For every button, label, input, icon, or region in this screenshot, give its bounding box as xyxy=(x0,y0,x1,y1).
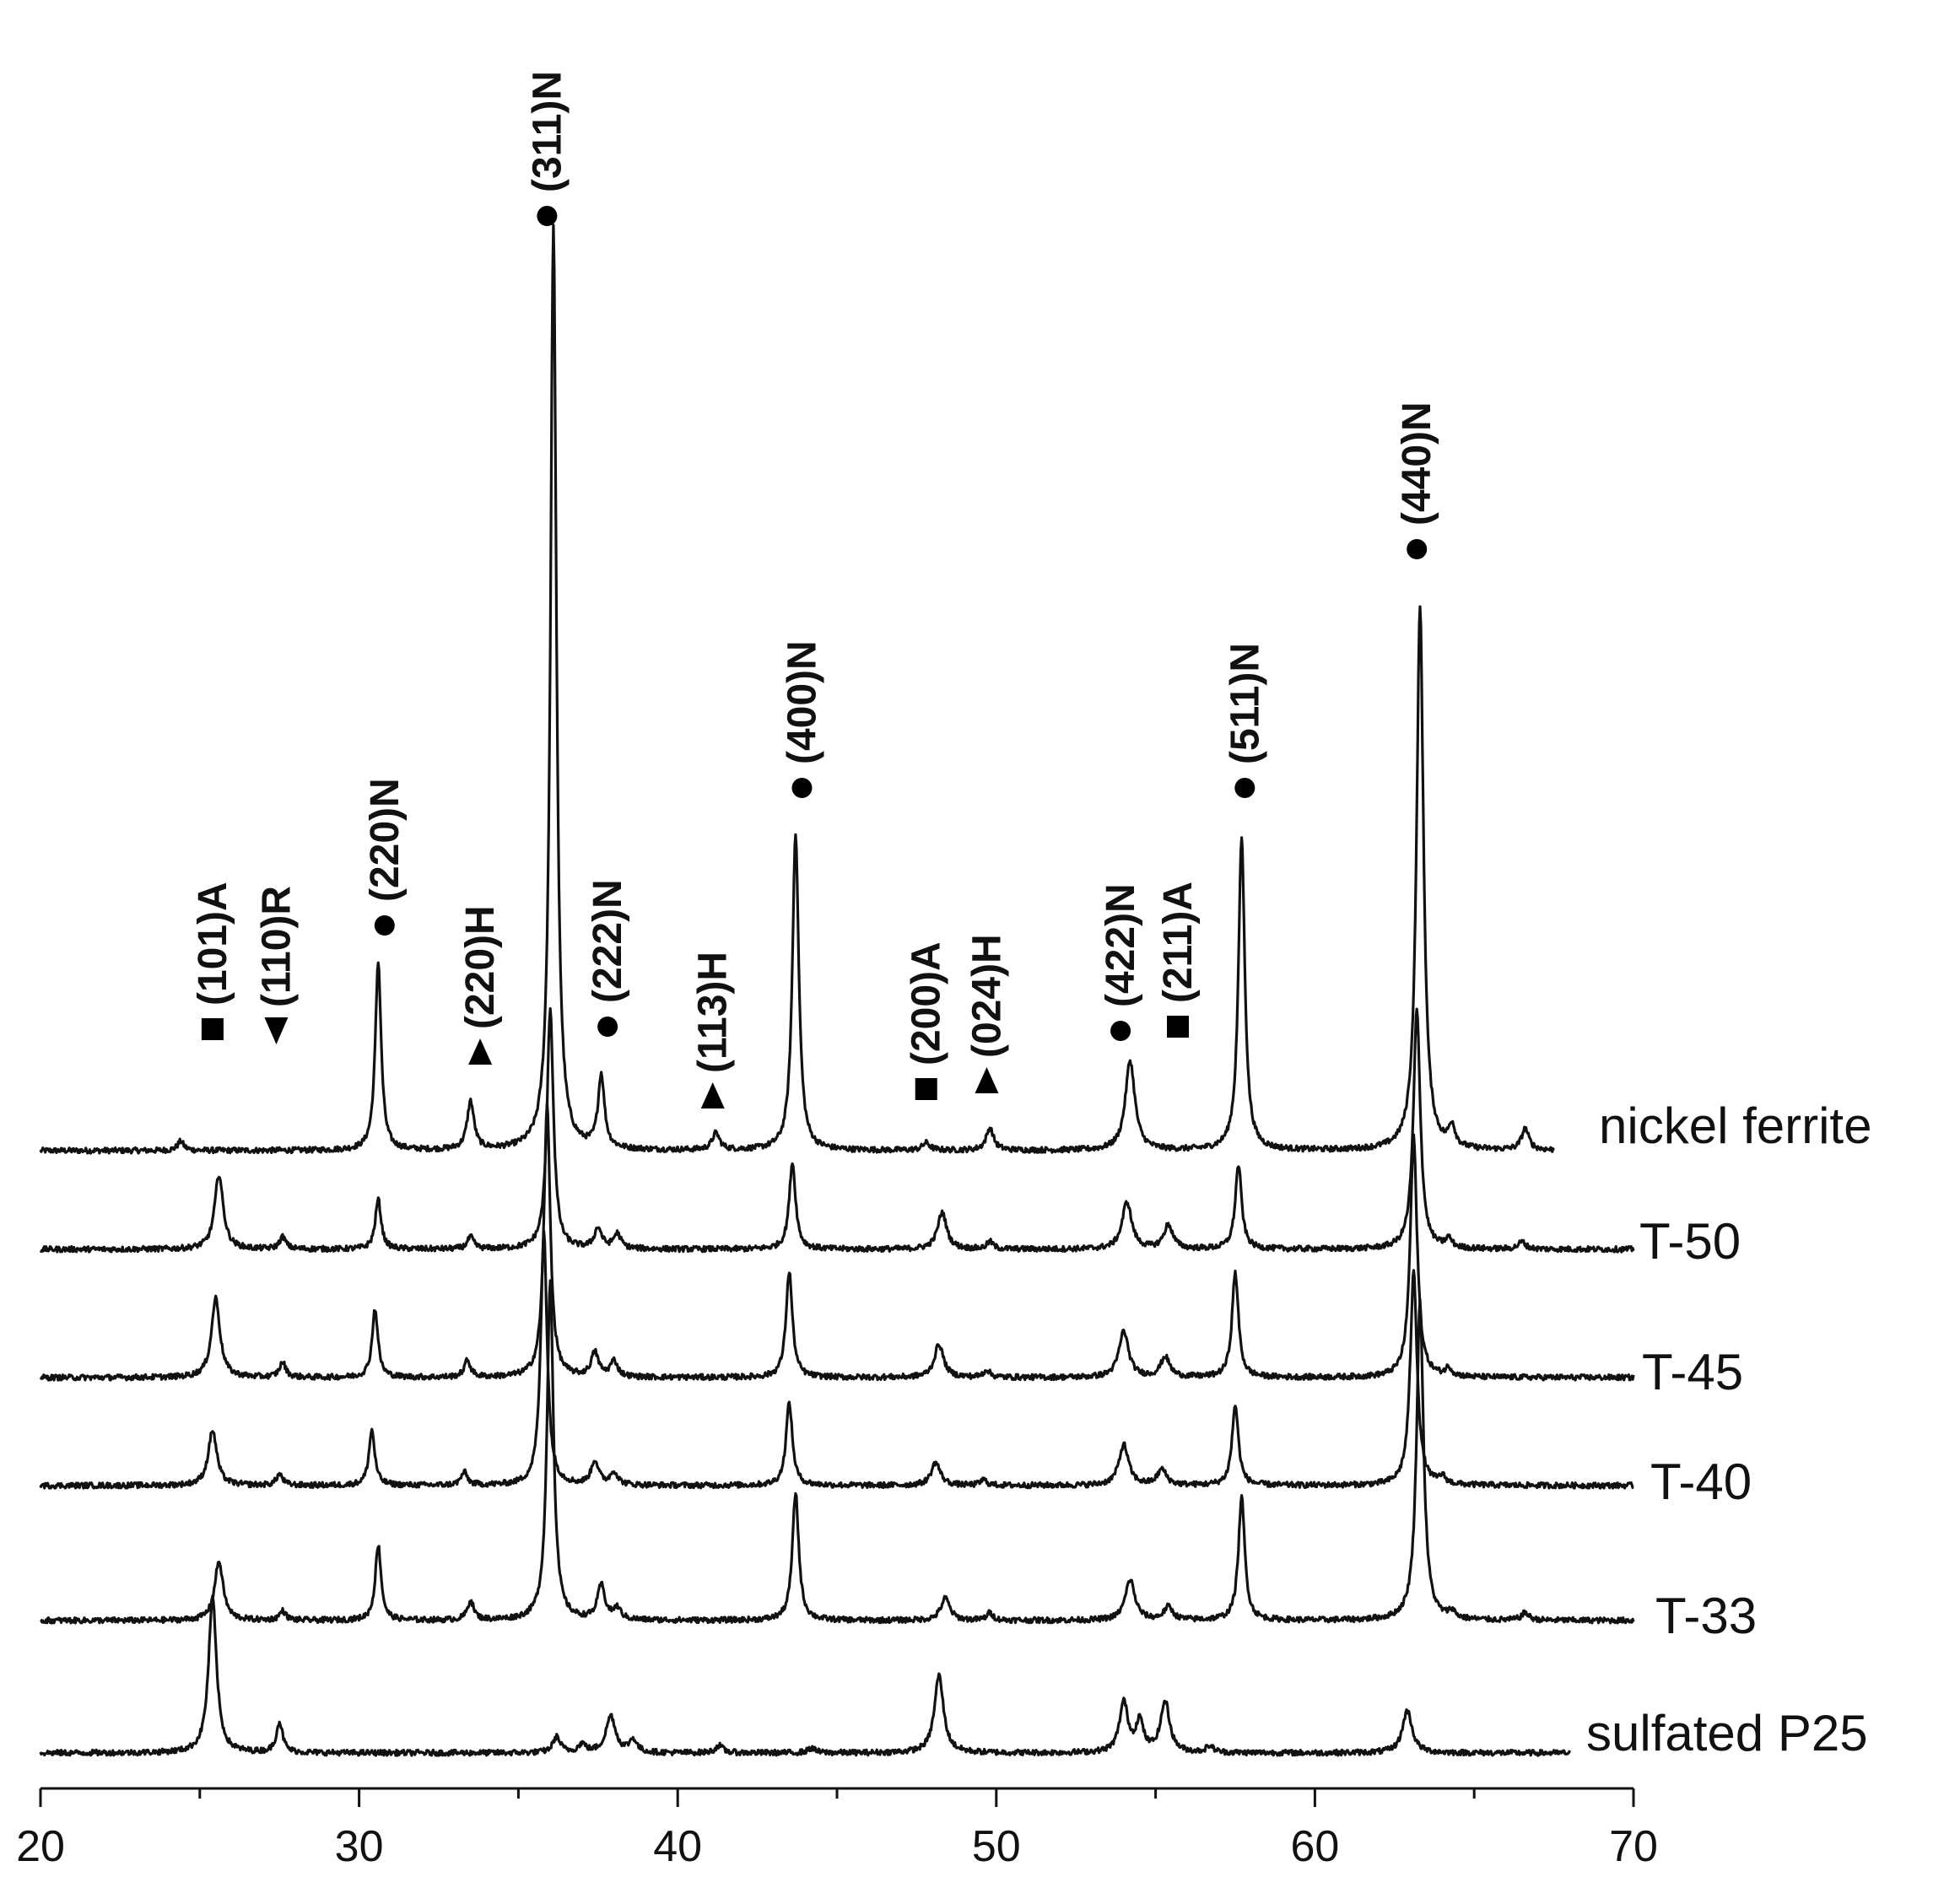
x-axis: 20 30 40 50 60 70 xyxy=(16,1787,1658,1871)
circle-marker xyxy=(1234,778,1256,798)
triangle-up-marker xyxy=(468,1038,493,1065)
triangle-up-marker xyxy=(975,1067,999,1093)
trace-t-40 xyxy=(39,1229,1634,1490)
trace-t-50 xyxy=(39,1006,1635,1254)
peak-label-511-n: (511)N xyxy=(1223,643,1267,764)
circle-marker xyxy=(791,778,813,798)
x-tick-label: 70 xyxy=(1609,1822,1658,1871)
x-tick-label: 30 xyxy=(335,1822,384,1871)
square-marker xyxy=(915,1078,937,1100)
peak-label-211-a: (211)A xyxy=(1156,882,1201,1003)
series-label-t-40: T-40 xyxy=(1650,1454,1752,1510)
x-tick-label: 20 xyxy=(16,1822,65,1871)
series-label-t-33: T-33 xyxy=(1655,1588,1757,1644)
series-label-t-50: T-50 xyxy=(1639,1213,1741,1270)
peak-label-440-n: (440)N xyxy=(1395,402,1439,526)
circle-marker xyxy=(374,915,395,936)
peak-label-422-n: (422)N xyxy=(1099,883,1143,1007)
circle-marker xyxy=(1110,1021,1131,1041)
peak-label-200-a: (200)A xyxy=(904,941,949,1065)
series-label-sulfated-p25: sulfated P25 xyxy=(1586,1705,1868,1761)
trace-sulfated-p25 xyxy=(39,1594,1571,1757)
triangle-down-marker xyxy=(264,1017,289,1044)
series-label-t-45: T-45 xyxy=(1642,1344,1743,1400)
circle-marker xyxy=(537,206,558,226)
circle-marker xyxy=(597,1017,618,1037)
series-label-nickel-ferrite: nickel ferrite xyxy=(1599,1098,1871,1154)
circle-marker xyxy=(1407,539,1428,559)
peak-label-311-n: (311)N xyxy=(525,71,570,192)
square-marker xyxy=(1167,1016,1190,1038)
peak-annotations-group: (101)A (110)R (220)N (220)H (311)N (222)N (113… xyxy=(191,71,1439,1108)
trace-t-45 xyxy=(39,1101,1635,1382)
triangle-up-marker xyxy=(700,1082,725,1108)
x-ticks-group: 20 30 40 50 60 70 xyxy=(16,1788,1658,1871)
series-labels-group: nickel ferrite T-50 T-45 T-40 T-33 sulfated P… xyxy=(1586,1098,1871,1761)
peak-label-400-n: (400)N xyxy=(780,640,824,764)
traces-group xyxy=(39,224,1635,1757)
x-tick-label: 60 xyxy=(1290,1822,1339,1871)
x-tick-label: 50 xyxy=(972,1822,1021,1871)
trace-t-33 xyxy=(40,1279,1635,1625)
trace-nickel-ferrite xyxy=(39,224,1555,1155)
peak-label-110-r: (110)R xyxy=(254,886,299,1007)
peak-label-220-h: (220)H xyxy=(458,905,503,1029)
peak-label-113-h: (113)H xyxy=(691,952,736,1073)
peak-label-222-n: (222)N xyxy=(586,879,630,1003)
peak-label-101-a: (101)A xyxy=(191,882,235,1006)
peak-label-024-h: (024)H xyxy=(964,934,1009,1058)
x-tick-label: 40 xyxy=(653,1822,702,1871)
peak-label-220-n: (220)N xyxy=(363,778,408,902)
square-marker xyxy=(201,1018,224,1040)
